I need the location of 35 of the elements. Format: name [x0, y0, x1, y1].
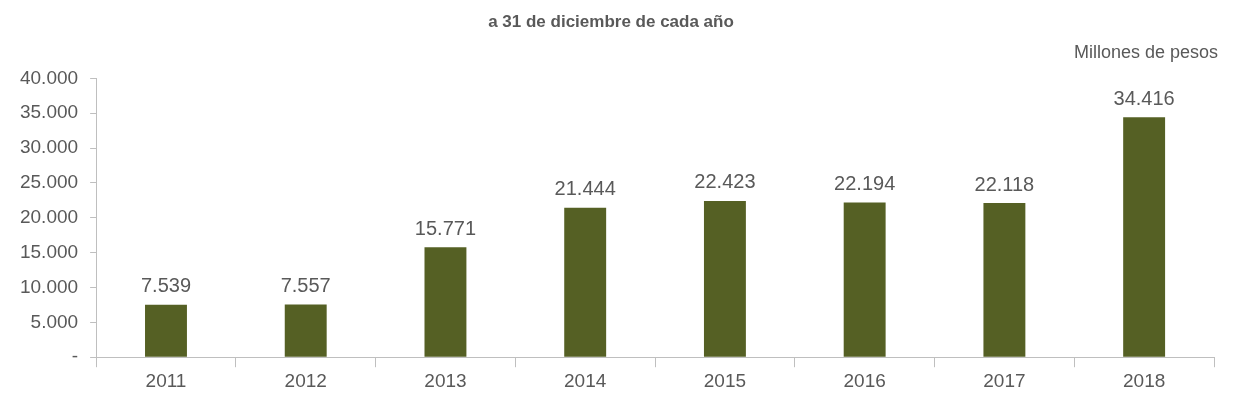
bar: [703, 200, 746, 357]
x-tick-label: 2011: [145, 369, 187, 391]
data-label: 34.416: [1113, 86, 1175, 109]
x-tick-label: 2013: [424, 369, 467, 391]
y-axis-title: Millones de pesos: [1073, 41, 1218, 62]
data-label: 22.118: [974, 172, 1035, 195]
x-tick-label: 2014: [564, 369, 607, 391]
data-label: 7.557: [280, 274, 331, 297]
bar: [424, 247, 467, 357]
x-tick-label: 2017: [983, 369, 1026, 391]
data-label: 22.194: [834, 172, 896, 195]
bar: [843, 202, 886, 357]
data-label: 21.444: [554, 177, 616, 200]
bar: [284, 304, 327, 357]
bar: [145, 304, 187, 357]
y-tick-label: 15.000: [19, 240, 79, 262]
x-tick-label: 2016: [843, 369, 886, 391]
data-label: 7.539: [140, 274, 192, 297]
bar: [1123, 117, 1166, 357]
data-label: 15.771: [414, 216, 477, 239]
x-tick-label: 2015: [703, 369, 747, 391]
y-tick-label: 25.000: [19, 171, 79, 193]
y-tick-label: 30.000: [19, 136, 79, 158]
bar: [983, 203, 1026, 357]
bar: [564, 207, 607, 357]
x-tick-label: 2012: [284, 369, 327, 391]
y-tick-label: 5.000: [30, 310, 79, 332]
y-tick-label: 40.000: [19, 66, 79, 88]
data-label: 22.423: [694, 170, 756, 193]
x-tick-label: 2018: [1122, 369, 1166, 391]
y-tick-label: 35.000: [19, 101, 79, 123]
y-tick-label: 20.000: [19, 206, 79, 228]
y-tick-label: -: [71, 345, 79, 367]
y-tick-label: 10.000: [19, 275, 79, 297]
chart-title: a 31 de diciembre de cada año: [488, 11, 734, 31]
